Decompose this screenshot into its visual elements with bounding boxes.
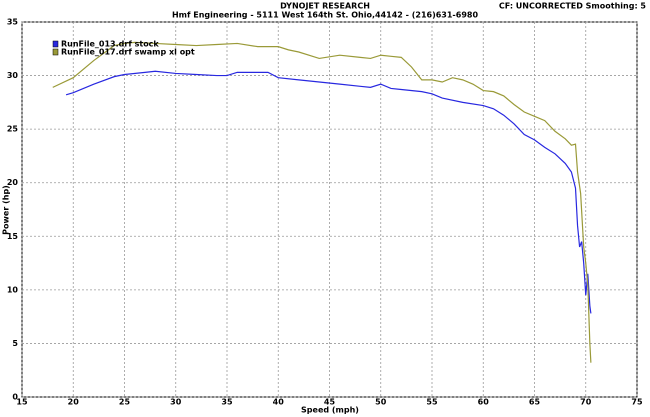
legend-swatch (52, 48, 59, 56)
x-tick-label: 45 (324, 398, 336, 407)
x-tick-label: 25 (119, 398, 131, 407)
series-line (65, 70, 592, 314)
x-tick-label: 65 (529, 398, 541, 407)
y-tick-label: 25 (7, 125, 19, 134)
legend-swatch (52, 40, 59, 48)
y-tick-label: 5 (12, 339, 18, 348)
series-line (52, 41, 592, 363)
x-axis-label: Speed (mph) (301, 406, 359, 415)
x-tick-label: 35 (221, 398, 233, 407)
y-tick-label: 20 (7, 178, 19, 187)
y-tick-label: 0 (12, 393, 18, 402)
y-tick-label: 10 (7, 285, 19, 294)
y-tick-label: 35 (7, 18, 19, 27)
annotation: CF: UNCORRECTED Smoothing: 5 (499, 2, 647, 11)
y-axis-label: Power (hp) (2, 185, 11, 235)
legend-label: RunFile_013.drf stock (61, 40, 159, 49)
x-tick-label: 70 (580, 398, 592, 407)
x-tick-label: 40 (273, 398, 285, 407)
x-tick-label: 60 (478, 398, 490, 407)
chart-subtitle: Hmf Engineering - 5111 West 164th St. Oh… (172, 11, 479, 20)
y-tick-label: 30 (7, 71, 19, 80)
chart-title: DYNOJET RESEARCH (280, 2, 370, 11)
x-tick-label: 15 (16, 398, 28, 407)
x-tick-label: 75 (631, 398, 643, 407)
legend-label: RunFile_017.drf swamp xl opt (61, 48, 195, 57)
x-tick-label: 50 (375, 398, 387, 407)
x-tick-label: 55 (426, 398, 438, 407)
y-tick-label: 15 (7, 232, 19, 241)
x-tick-label: 30 (170, 398, 182, 407)
x-tick-label: 20 (68, 398, 80, 407)
